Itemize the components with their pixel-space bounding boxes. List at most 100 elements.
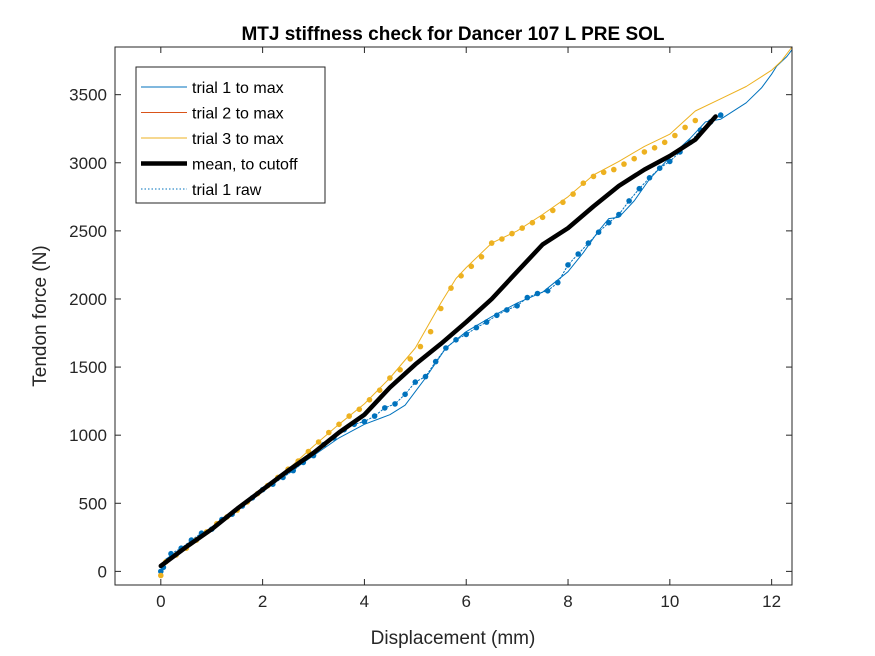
- marker-0-point: [346, 413, 353, 419]
- series-4-point: [443, 345, 449, 351]
- marker-0-point: [478, 253, 485, 260]
- series-4-point: [402, 391, 408, 398]
- x-tick-label: 6: [461, 592, 470, 611]
- legend-label-1: trial 2 to max: [192, 106, 284, 123]
- marker-0-point: [407, 356, 414, 362]
- series-4-point: [555, 279, 561, 286]
- marker-0-point: [621, 161, 627, 167]
- series-4-point: [565, 262, 571, 268]
- marker-0-point: [438, 305, 444, 312]
- marker-0-point: [529, 219, 536, 226]
- y-tick-label: 1500: [69, 358, 107, 377]
- marker-0-point: [376, 387, 383, 394]
- marker-0-point: [570, 191, 576, 197]
- marker-0-point: [488, 240, 495, 246]
- marker-0-point: [158, 572, 164, 579]
- marker-0-point: [468, 263, 475, 270]
- series-4-point: [585, 240, 592, 246]
- marker-0-point: [336, 421, 342, 428]
- legend: trial 1 to max trial 2 to max trial 3 to m…: [135, 66, 326, 204]
- series-4-point: [717, 112, 724, 118]
- series-4-point: [453, 337, 459, 343]
- series-4-point: [544, 288, 551, 294]
- series-4-point: [616, 211, 622, 218]
- y-tick-label: 2000: [69, 290, 107, 309]
- marker-0-point: [397, 367, 403, 373]
- marker-0-point: [458, 273, 464, 279]
- series-4-point: [158, 568, 164, 575]
- marker-0-point: [661, 139, 668, 146]
- marker-0-point: [682, 124, 688, 131]
- marker-0-point: [417, 343, 424, 350]
- y-axis-label: Tendon force (N): [30, 245, 51, 387]
- y-tick-label: 500: [79, 494, 107, 513]
- marker-0-point: [315, 439, 322, 445]
- series-4-point: [524, 294, 531, 301]
- series-4-point: [412, 379, 419, 385]
- marker-0-point: [356, 406, 363, 413]
- x-tick-label: 0: [156, 592, 165, 611]
- x-axis-label: Displacement (mm): [371, 628, 536, 649]
- marker-0-point: [641, 149, 648, 155]
- series-4-point: [504, 307, 510, 313]
- marker-0-point: [387, 375, 393, 381]
- legend-label-4: trial 1 raw: [192, 182, 262, 199]
- marker-0-point: [427, 328, 434, 335]
- marker-0-point: [550, 207, 556, 214]
- series-4-point: [667, 158, 673, 165]
- x-tick-label: 4: [360, 592, 369, 611]
- marker-0-point: [600, 169, 607, 176]
- legend-box: [135, 66, 326, 204]
- marker-0-point: [519, 225, 525, 231]
- legend-label-2: trial 3 to max: [192, 131, 284, 148]
- legend-label-3: mean, to cutoff: [192, 157, 298, 174]
- marker-0-point: [631, 155, 637, 162]
- x-axis: 0 2 4 6 8 10 12: [156, 47, 781, 611]
- x-tick-label: 10: [660, 592, 679, 611]
- series-4-point: [656, 165, 663, 171]
- chart-title: MTJ stiffness check for Dancer 107 L PRE…: [241, 24, 664, 45]
- series-4-point: [575, 251, 581, 257]
- series-4-point: [422, 373, 429, 380]
- series-4-point: [432, 358, 439, 365]
- x-tick-label: 12: [762, 592, 781, 611]
- series-4-point: [534, 290, 541, 297]
- marker-0-point: [580, 180, 587, 186]
- series-4-point: [371, 413, 378, 419]
- marker-0-point: [560, 199, 566, 206]
- series-4-point: [473, 324, 480, 331]
- marker-0-point: [692, 117, 699, 124]
- legend-label-0: trial 1 to max: [192, 80, 284, 97]
- series-4-point: [463, 331, 470, 338]
- marker-0-point: [672, 132, 678, 139]
- marker-0-point: [326, 429, 332, 436]
- marker-0-point: [651, 145, 658, 151]
- marker-layer: [158, 114, 718, 579]
- series-4-point: [646, 175, 653, 181]
- series-4-point: [483, 319, 490, 325]
- y-tick-label: 3500: [69, 86, 107, 105]
- series-4-point: [494, 312, 500, 319]
- series-4-point: [626, 198, 632, 204]
- marker-0-point: [590, 173, 597, 180]
- axes-frame: [114, 46, 793, 586]
- series-4-point: [361, 418, 368, 425]
- y-tick-label: 1000: [69, 426, 107, 445]
- x-tick-label: 8: [563, 592, 572, 611]
- y-tick-label: 0: [98, 562, 107, 581]
- marker-0-point: [509, 230, 515, 237]
- series-4-point: [514, 303, 520, 309]
- marker-0-point: [366, 397, 373, 403]
- y-tick-label: 3000: [69, 154, 107, 173]
- marker-0-point: [539, 214, 546, 221]
- series-4-point: [382, 405, 388, 411]
- marker-0-point: [611, 166, 617, 173]
- x-tick-label: 2: [258, 592, 267, 611]
- y-axis: 0 500 1000 1500 2000 2500 3000 3500: [69, 86, 792, 581]
- y-tick-label: 2500: [69, 222, 107, 241]
- marker-0-point: [448, 285, 454, 291]
- series-4-point: [595, 229, 602, 235]
- series-4-point: [636, 185, 643, 192]
- marker-0-point: [499, 236, 505, 242]
- series-4-point: [606, 219, 612, 226]
